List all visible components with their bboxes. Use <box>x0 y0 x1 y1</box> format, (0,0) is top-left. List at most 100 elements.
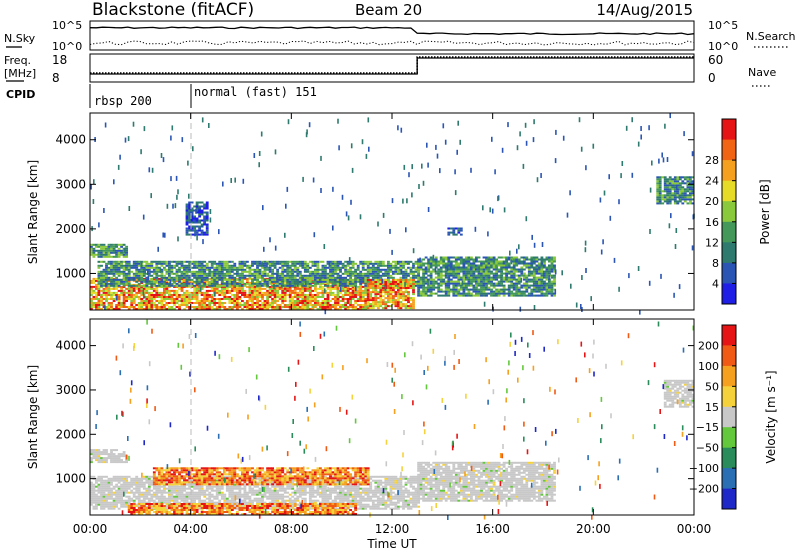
heatmap-cell <box>145 493 149 496</box>
heatmap-cell <box>303 260 307 263</box>
colorbar-tick-label: 16 <box>705 216 719 229</box>
heatmap-cell <box>291 289 295 292</box>
heatmap-cell <box>120 262 124 265</box>
heatmap-cell <box>122 477 126 480</box>
heatmap-cell <box>188 284 192 287</box>
heatmap-cell <box>434 260 438 263</box>
heatmap-cell <box>147 304 151 307</box>
heatmap-cell <box>213 282 217 285</box>
heatmap-cell <box>205 304 209 307</box>
heatmap-cell <box>432 264 436 267</box>
heatmap-cell <box>273 291 277 294</box>
heatmap-cell <box>336 285 340 288</box>
heatmap-cell <box>185 276 189 279</box>
heatmap-cell <box>490 288 493 291</box>
heatmap-cell <box>470 274 473 277</box>
heatmap-cell <box>203 276 207 279</box>
heatmap-cell <box>686 202 690 205</box>
heatmap-cell <box>203 233 207 236</box>
heatmap-cell <box>681 182 685 185</box>
heatmap-cell <box>175 302 179 305</box>
heatmap-cell <box>213 272 217 275</box>
heatmap-noise-cell <box>263 246 265 252</box>
heatmap-noise-cell <box>554 289 557 295</box>
heatmap-cell <box>180 284 184 287</box>
colorbar-segment <box>722 180 736 202</box>
heatmap-cell <box>535 294 539 297</box>
heatmap-cell <box>331 285 335 288</box>
heatmap-cell <box>319 296 322 299</box>
heatmap-cell <box>296 266 300 269</box>
heatmap-cell <box>248 289 252 292</box>
heatmap-cell <box>110 264 113 267</box>
heatmap-cell <box>281 306 285 309</box>
heatmap-cell <box>195 294 199 297</box>
heatmap-cell <box>459 276 463 279</box>
heatmap-cell <box>379 305 383 308</box>
heatmap-cell <box>190 209 194 212</box>
heatmap-cell <box>397 285 400 288</box>
heatmap-cell <box>374 289 378 292</box>
heatmap-cell <box>658 196 662 199</box>
heatmap-noise-cell <box>673 292 675 298</box>
heatmap-cell <box>311 308 315 311</box>
heatmap-cell <box>251 296 254 299</box>
heatmap-cell <box>170 284 174 287</box>
heatmap-cell <box>366 307 370 310</box>
heatmap-cell <box>510 282 514 285</box>
heatmap-cell <box>140 281 144 284</box>
heatmap-cell <box>253 282 257 285</box>
heatmap-noise-cell <box>524 122 527 128</box>
heatmap-cell <box>112 493 116 496</box>
heatmap-cell <box>228 272 232 275</box>
heatmap-cell <box>492 286 496 289</box>
heatmap-cell <box>90 285 93 288</box>
heatmap-cell <box>303 302 307 305</box>
heatmap-cell <box>452 292 456 295</box>
heatmap-cell <box>540 294 544 297</box>
heatmap-cell <box>190 291 194 294</box>
heatmap-cell <box>517 268 521 271</box>
heatmap-cell <box>173 285 176 288</box>
heatmap-noise-cell <box>324 309 327 315</box>
heatmap-cell <box>475 264 478 267</box>
heatmap-cell <box>195 282 199 285</box>
heatmap-cell <box>188 296 192 299</box>
heatmap-cell <box>346 268 350 271</box>
heatmap-cell <box>548 266 551 269</box>
heatmap-cell <box>276 285 280 288</box>
heatmap-cell <box>97 308 101 311</box>
heatmap-cell <box>107 477 111 480</box>
heatmap-cell <box>341 280 345 283</box>
heatmap-cell <box>349 278 353 281</box>
heatmap-cell <box>246 282 249 285</box>
heatmap-cell <box>336 304 340 307</box>
heatmap-cell <box>344 308 348 311</box>
heatmap-cell <box>110 505 113 508</box>
heatmap-cell <box>540 280 544 283</box>
heatmap-cell <box>236 302 239 305</box>
heatmap-cell <box>92 495 96 498</box>
heatmap-cell <box>170 298 174 301</box>
heatmap-cell <box>122 253 126 256</box>
heatmap-cell <box>671 182 675 185</box>
heatmap-cell <box>200 205 204 208</box>
heatmap-cell <box>308 276 312 279</box>
heatmap-cell <box>419 260 423 263</box>
heatmap-cell <box>233 289 237 292</box>
heatmap-cell <box>137 291 141 294</box>
heatmap-cell <box>238 298 242 301</box>
heatmap-cell <box>110 493 113 496</box>
heatmap-cell <box>140 276 144 279</box>
heatmap-cell <box>117 296 121 299</box>
heatmap-cell <box>160 284 164 287</box>
heatmap-cell <box>110 266 113 269</box>
heatmap-cell <box>389 289 393 292</box>
heatmap-cell <box>434 256 438 259</box>
heatmap-cell <box>152 284 156 287</box>
heatmap-cell <box>520 290 524 293</box>
heatmap-cell <box>258 289 262 292</box>
heatmap-cell <box>444 294 448 297</box>
heatmap-cell <box>271 306 275 309</box>
